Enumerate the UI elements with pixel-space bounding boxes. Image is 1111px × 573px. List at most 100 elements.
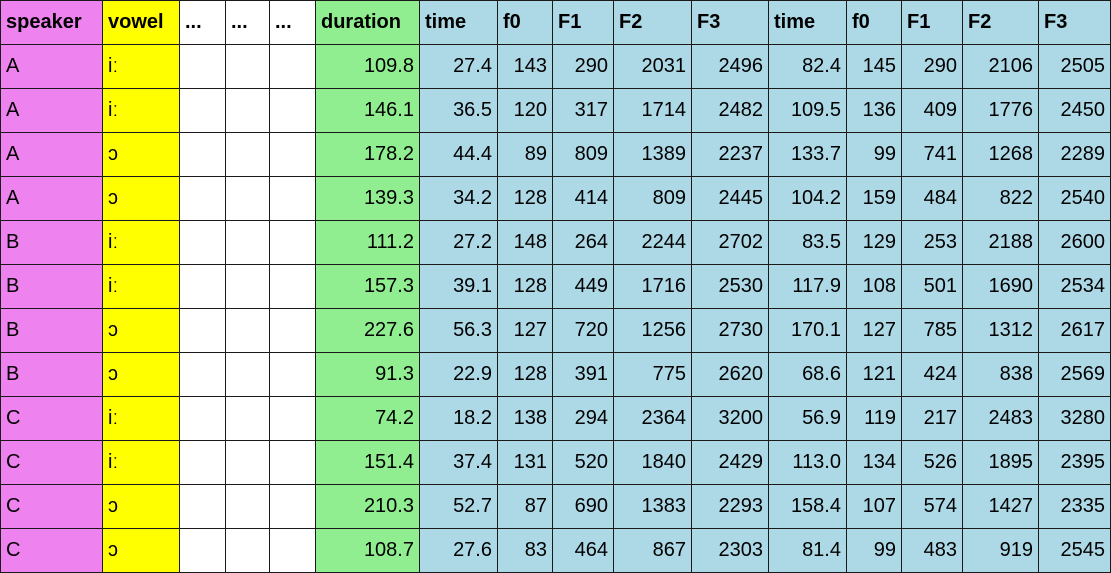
cell-blank-3[interactable] — [269, 484, 316, 529]
cell-time-2[interactable]: 104.2 — [768, 176, 847, 221]
cell-speaker[interactable]: C — [0, 440, 103, 485]
cell-f0-1[interactable]: 128 — [497, 352, 553, 397]
cell-f0-2[interactable]: 127 — [846, 308, 902, 353]
cell-f1-1[interactable]: 391 — [552, 352, 614, 397]
cell-f2-1[interactable]: 1716 — [613, 264, 692, 309]
cell-time-1[interactable]: 56.3 — [419, 308, 498, 353]
cell-f2-1[interactable]: 2244 — [613, 220, 692, 265]
cell-blank-1[interactable] — [179, 528, 226, 573]
cell-f2-1[interactable]: 1383 — [613, 484, 692, 529]
cell-f0-2[interactable]: 129 — [846, 220, 902, 265]
cell-f1-1[interactable]: 317 — [552, 88, 614, 133]
cell-blank-1[interactable] — [179, 352, 226, 397]
cell-f1-2[interactable]: 484 — [901, 176, 963, 221]
cell-f3-1[interactable]: 2445 — [691, 176, 769, 221]
header-f2-1[interactable]: F2 — [613, 0, 692, 45]
cell-time-1[interactable]: 22.9 — [419, 352, 498, 397]
cell-vowel[interactable]: iː — [102, 88, 180, 133]
cell-duration[interactable]: 139.3 — [315, 176, 420, 221]
cell-f0-1[interactable]: 143 — [497, 44, 553, 89]
cell-f0-1[interactable]: 127 — [497, 308, 553, 353]
cell-f0-2[interactable]: 121 — [846, 352, 902, 397]
cell-speaker[interactable]: A — [0, 176, 103, 221]
cell-f0-1[interactable]: 128 — [497, 176, 553, 221]
cell-blank-2[interactable] — [225, 220, 270, 265]
cell-duration[interactable]: 227.6 — [315, 308, 420, 353]
cell-blank-1[interactable] — [179, 44, 226, 89]
cell-time-1[interactable]: 36.5 — [419, 88, 498, 133]
cell-f0-1[interactable]: 120 — [497, 88, 553, 133]
header-speaker[interactable]: speaker — [0, 0, 103, 45]
cell-f1-1[interactable]: 520 — [552, 440, 614, 485]
cell-blank-2[interactable] — [225, 308, 270, 353]
cell-blank-1[interactable] — [179, 440, 226, 485]
cell-f3-2[interactable]: 2540 — [1038, 176, 1111, 221]
cell-duration[interactable]: 91.3 — [315, 352, 420, 397]
cell-blank-2[interactable] — [225, 440, 270, 485]
cell-vowel[interactable]: iː — [102, 220, 180, 265]
cell-vowel[interactable]: iː — [102, 396, 180, 441]
header-f1-2[interactable]: F1 — [901, 0, 963, 45]
cell-f1-2[interactable]: 483 — [901, 528, 963, 573]
cell-time-2[interactable]: 117.9 — [768, 264, 847, 309]
cell-f3-2[interactable]: 2289 — [1038, 132, 1111, 177]
cell-f2-1[interactable]: 1840 — [613, 440, 692, 485]
cell-time-2[interactable]: 170.1 — [768, 308, 847, 353]
cell-f0-2[interactable]: 119 — [846, 396, 902, 441]
cell-blank-3[interactable] — [269, 308, 316, 353]
cell-speaker[interactable]: B — [0, 308, 103, 353]
cell-blank-1[interactable] — [179, 264, 226, 309]
cell-vowel[interactable]: ɔ — [102, 484, 180, 529]
cell-speaker[interactable]: A — [0, 44, 103, 89]
header-duration[interactable]: duration — [315, 0, 420, 45]
cell-blank-2[interactable] — [225, 176, 270, 221]
cell-time-1[interactable]: 27.4 — [419, 44, 498, 89]
cell-vowel[interactable]: iː — [102, 264, 180, 309]
cell-f2-1[interactable]: 2031 — [613, 44, 692, 89]
cell-speaker[interactable]: C — [0, 528, 103, 573]
cell-blank-3[interactable] — [269, 88, 316, 133]
cell-blank-1[interactable] — [179, 396, 226, 441]
cell-f1-1[interactable]: 809 — [552, 132, 614, 177]
cell-blank-1[interactable] — [179, 132, 226, 177]
cell-blank-3[interactable] — [269, 132, 316, 177]
cell-duration[interactable]: 108.7 — [315, 528, 420, 573]
header-f0-1[interactable]: f0 — [497, 0, 553, 45]
cell-f3-1[interactable]: 2530 — [691, 264, 769, 309]
cell-vowel[interactable]: iː — [102, 44, 180, 89]
cell-f1-1[interactable]: 264 — [552, 220, 614, 265]
cell-time-2[interactable]: 82.4 — [768, 44, 847, 89]
cell-f2-2[interactable]: 1776 — [962, 88, 1039, 133]
cell-f3-2[interactable]: 2505 — [1038, 44, 1111, 89]
cell-f1-2[interactable]: 741 — [901, 132, 963, 177]
cell-time-2[interactable]: 83.5 — [768, 220, 847, 265]
cell-f1-1[interactable]: 294 — [552, 396, 614, 441]
cell-duration[interactable]: 157.3 — [315, 264, 420, 309]
cell-blank-1[interactable] — [179, 176, 226, 221]
cell-blank-3[interactable] — [269, 352, 316, 397]
cell-vowel[interactable]: ɔ — [102, 176, 180, 221]
cell-f0-2[interactable]: 145 — [846, 44, 902, 89]
cell-f3-2[interactable]: 2545 — [1038, 528, 1111, 573]
cell-blank-3[interactable] — [269, 528, 316, 573]
cell-f1-2[interactable]: 409 — [901, 88, 963, 133]
cell-blank-3[interactable] — [269, 176, 316, 221]
cell-f1-2[interactable]: 501 — [901, 264, 963, 309]
cell-time-1[interactable]: 27.2 — [419, 220, 498, 265]
cell-time-2[interactable]: 81.4 — [768, 528, 847, 573]
header-f3-2[interactable]: F3 — [1038, 0, 1111, 45]
cell-f2-1[interactable]: 2364 — [613, 396, 692, 441]
cell-f2-2[interactable]: 1895 — [962, 440, 1039, 485]
cell-time-1[interactable]: 18.2 — [419, 396, 498, 441]
cell-f2-1[interactable]: 867 — [613, 528, 692, 573]
cell-duration[interactable]: 151.4 — [315, 440, 420, 485]
cell-f2-2[interactable]: 2483 — [962, 396, 1039, 441]
cell-time-2[interactable]: 158.4 — [768, 484, 847, 529]
cell-f2-1[interactable]: 1714 — [613, 88, 692, 133]
cell-f3-2[interactable]: 2617 — [1038, 308, 1111, 353]
cell-f2-2[interactable]: 838 — [962, 352, 1039, 397]
cell-f1-2[interactable]: 217 — [901, 396, 963, 441]
cell-time-1[interactable]: 34.2 — [419, 176, 498, 221]
cell-duration[interactable]: 146.1 — [315, 88, 420, 133]
cell-blank-3[interactable] — [269, 396, 316, 441]
